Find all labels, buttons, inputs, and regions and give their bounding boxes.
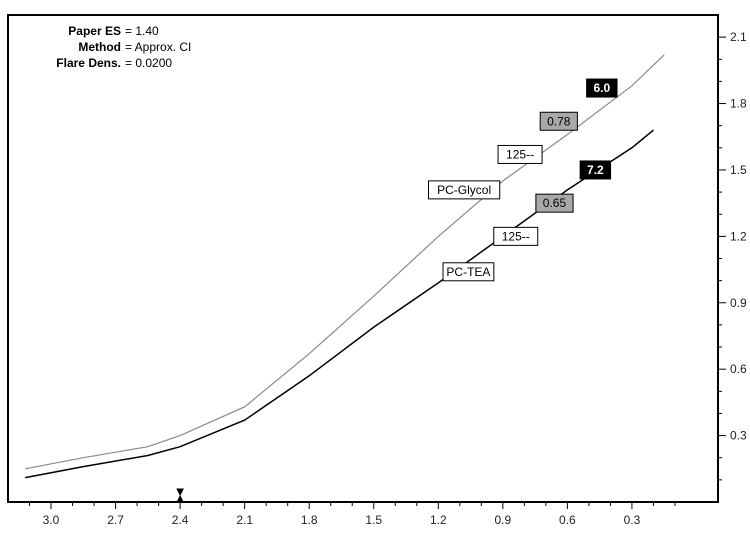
annotation-black: 6.0 [586,78,618,98]
paper-es-label: Paper ES [68,24,121,38]
x-tick-label: 1.8 [301,513,318,527]
annotation-box [579,160,612,180]
annotation-label: PC-Glycol [437,183,491,197]
annotation-white: PC-TEA [442,262,495,282]
y-tick-label: 0.9 [730,296,747,310]
x-tick-label: 0.6 [559,513,576,527]
flare-dens-value: = 0.0200 [125,56,172,70]
svg-text:Paper ES: Paper ES [68,24,121,38]
series-line-pc-glycol [25,54,665,470]
method-value: = Approx. CI [125,40,191,54]
annotation-label: 6.0 [593,81,610,95]
paper-es-value: = 1.40 [125,24,159,38]
x-tick-label: 0.3 [624,513,641,527]
annotation-white: 125-- [497,144,543,164]
info-block: Paper ES = 1.40 Method = Approx. CI Flar… [56,24,191,70]
annotation-box [493,226,539,246]
series-line-pc-tea [25,129,654,479]
method-label: Method [78,40,121,54]
annotation-white: 125-- [493,226,539,246]
annotation-label: 125-- [502,229,530,243]
svg-text:Method: Method [78,40,121,54]
annotation-black: 7.2 [579,160,612,180]
x-tick-label: 3.0 [43,513,60,527]
y-tick-label: 0.3 [730,429,747,443]
annotation-box [497,144,543,164]
annotation-box [442,262,495,282]
annotation-box [539,111,578,131]
y-tick-label: 2.1 [730,30,747,44]
annotations: 6.0 0.78 125-- PC-Glycol 7.2 0.65 125-- PC-TEA [428,78,618,282]
x-tick-label: 1.2 [430,513,447,527]
axes: 0.3 0.6 0.9 1.2 1.5 1.8 2.1 3.0 2.7 2.4 2.1 1.8 1.5 1… [29,30,747,527]
annotation-label: 0.78 [547,114,571,128]
y-tick-label: 1.5 [730,163,747,177]
annotation-gray: 0.65 [535,193,574,213]
annotation-label: 7.2 [587,163,604,177]
x-axis-marker-icon[interactable] [176,488,184,503]
y-tick-label: 1.2 [730,229,747,243]
x-tick-label: 1.5 [365,513,382,527]
annotation-label: PC-TEA [446,265,490,279]
annotation-box [428,180,501,200]
flare-dens-label: Flare Dens. [56,56,121,70]
svg-text:Flare Dens.: Flare Dens. [56,56,121,70]
x-tick-label: 2.7 [107,513,124,527]
x-tick-label: 2.1 [236,513,253,527]
annotation-white: PC-Glycol [428,180,501,200]
annotation-gray: 0.78 [539,111,578,131]
y-tick-label: 0.6 [730,362,747,376]
annotation-label: 125-- [506,147,534,161]
series-lines [25,54,665,479]
x-tick-label: 2.4 [172,513,189,527]
y-tick-label: 1.8 [730,97,747,111]
x-tick-label: 0.9 [495,513,512,527]
annotation-box [586,78,618,98]
annotation-box [535,193,574,213]
annotation-label: 0.65 [543,196,567,210]
